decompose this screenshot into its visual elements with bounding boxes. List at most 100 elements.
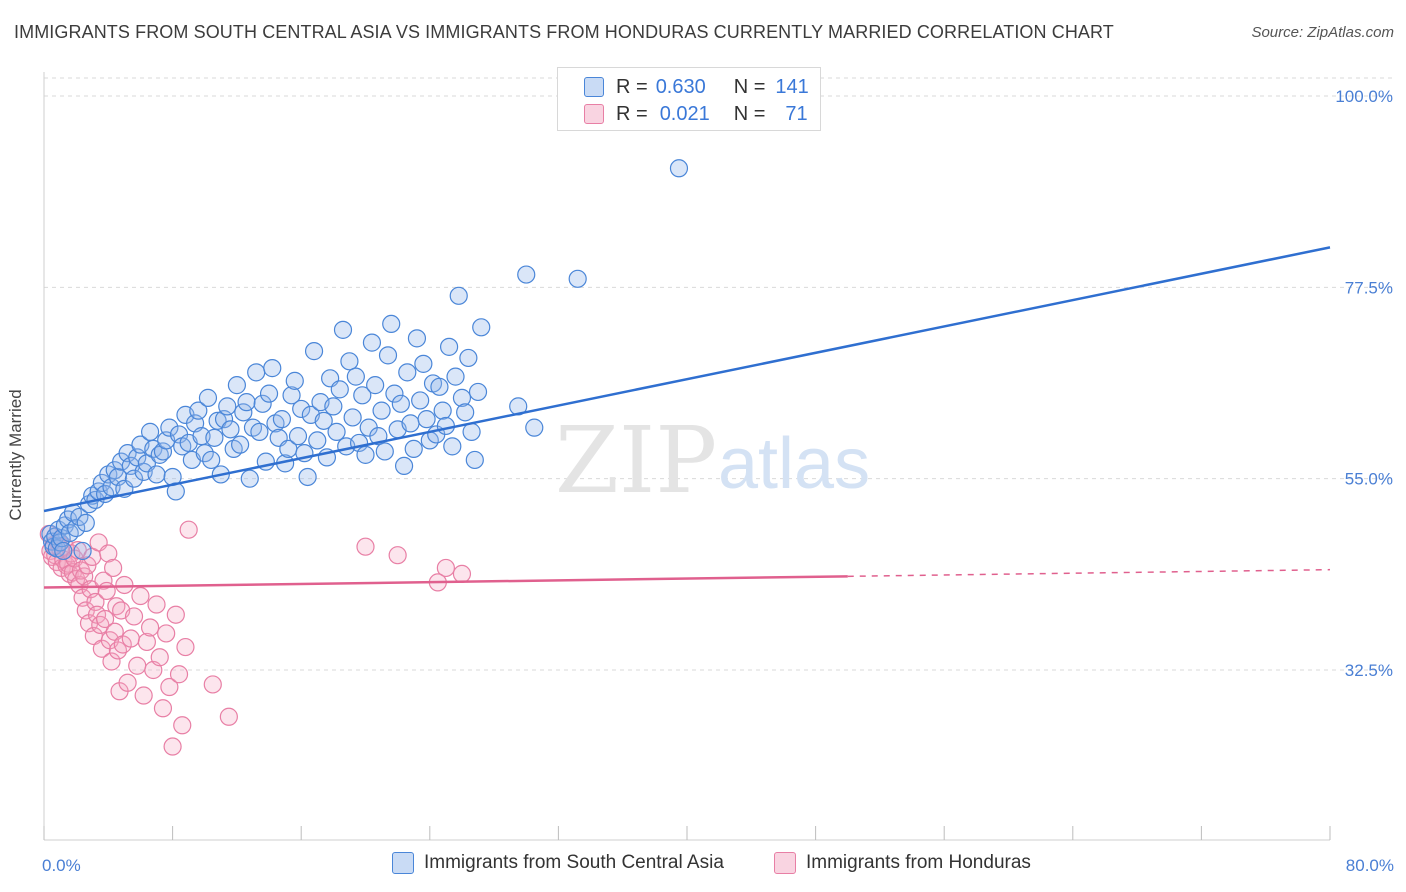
trend-line-pink-dashed [847, 568, 1331, 578]
data-point [205, 428, 224, 447]
data-point [292, 399, 311, 419]
legend-item-honduras[interactable]: Immigrants from Honduras [774, 852, 1031, 874]
data-point [314, 411, 333, 430]
legend-swatch-blue [392, 852, 414, 874]
data-point [398, 363, 417, 382]
data-point [173, 716, 192, 735]
data-point [356, 537, 375, 556]
trend-line-pink [43, 575, 848, 589]
data-point [443, 437, 462, 456]
x-tick-labels: 0.0% 80.0% [42, 856, 1394, 875]
data-point [394, 456, 414, 476]
data-point [388, 546, 407, 565]
data-point [94, 571, 113, 590]
y-tick-label: 100.0% [1335, 87, 1393, 106]
data-point [202, 450, 221, 470]
data-point [153, 442, 173, 461]
data-point [160, 677, 179, 697]
data-point [288, 427, 308, 446]
trend-line-blue [43, 246, 1331, 513]
data-point [353, 386, 372, 405]
data-point [227, 376, 246, 395]
data-point [343, 408, 362, 427]
source-credit: Source: ZipAtlas.com [1251, 24, 1394, 41]
data-point [179, 520, 198, 539]
data-point [362, 333, 382, 352]
data-point [411, 391, 430, 410]
stats-legend: R = 0.630 N = 141 R = 0.021 N = 71 [557, 67, 821, 131]
data-point [430, 377, 449, 396]
data-point [449, 286, 468, 305]
data-point [124, 607, 144, 626]
data-point [468, 382, 488, 402]
data-point [147, 465, 166, 484]
data-point [366, 376, 385, 395]
data-point [263, 359, 282, 378]
data-point [95, 609, 115, 629]
data-point [436, 416, 455, 436]
data-point [298, 467, 317, 487]
data-point [195, 444, 214, 463]
data-point [67, 518, 86, 538]
data-point [99, 544, 118, 563]
data-point [282, 386, 301, 405]
data-point [108, 641, 128, 660]
data-point [272, 410, 292, 429]
data-point [137, 632, 156, 652]
stat-n-label: N = [733, 75, 766, 98]
data-point [218, 397, 237, 416]
data-point [208, 411, 227, 430]
data-point [452, 388, 472, 407]
data-point [240, 469, 259, 488]
x-tick-label: 80.0% [1346, 856, 1394, 875]
data-point [330, 380, 349, 399]
data-point [465, 450, 484, 470]
series-honduras-points [39, 520, 472, 756]
data-point [414, 354, 433, 373]
legend-item-south-central-asia[interactable]: Immigrants from South Central Asia [392, 852, 724, 874]
data-point [356, 445, 375, 464]
data-point [131, 586, 150, 606]
data-point [237, 393, 256, 412]
data-point [327, 422, 346, 441]
legend-label: Immigrants from South Central Asia [424, 852, 724, 873]
data-point [231, 435, 250, 454]
data-point [452, 564, 472, 584]
data-point [385, 384, 404, 403]
stat-n-value: 71 [785, 102, 808, 125]
data-point [324, 397, 343, 416]
data-point [153, 699, 173, 718]
data-point [304, 342, 324, 361]
data-point [407, 329, 427, 348]
data-point [346, 367, 365, 386]
data-point [203, 675, 222, 694]
watermark-zip: ZIP [555, 407, 717, 514]
data-point [115, 575, 134, 595]
data-point [234, 403, 253, 422]
data-point [525, 418, 544, 437]
watermark: ZIP atlas [555, 407, 870, 514]
y-tick-label: 55.0% [1345, 470, 1393, 489]
data-point [378, 346, 398, 365]
data-point [446, 367, 465, 386]
legend-label: Immigrants from Honduras [806, 852, 1031, 873]
stat-n-value: 141 [775, 75, 809, 98]
data-point [128, 656, 147, 675]
data-point [150, 648, 169, 667]
data-point [433, 401, 452, 420]
data-point [568, 269, 587, 288]
data-point [456, 403, 475, 422]
y-tick-label: 77.5% [1345, 278, 1393, 297]
data-point [285, 371, 304, 390]
stat-r-value: 0.021 [659, 102, 710, 125]
data-point [163, 737, 182, 756]
data-point [189, 401, 208, 420]
data-point [198, 388, 218, 407]
data-point [417, 410, 436, 429]
data-point [176, 637, 195, 657]
legend-swatch-pink [584, 104, 604, 124]
data-point [669, 159, 689, 178]
data-point [104, 558, 123, 578]
data-point [382, 314, 401, 333]
